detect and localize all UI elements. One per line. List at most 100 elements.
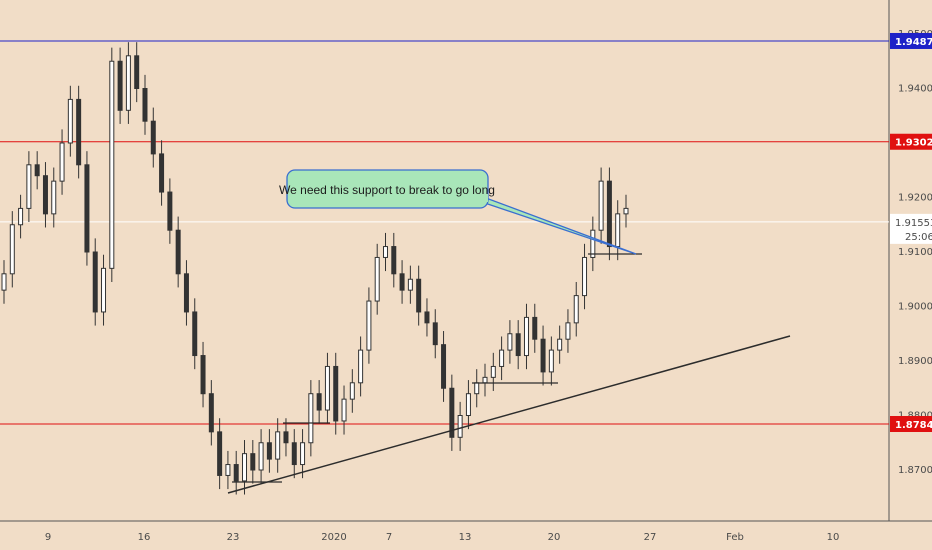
callout[interactable]: We need this support to break to go long bbox=[279, 169, 637, 255]
candle-body bbox=[565, 322, 571, 340]
candle-body bbox=[557, 338, 563, 351]
candle-body bbox=[258, 442, 264, 471]
candle-body bbox=[465, 393, 471, 417]
candle-body bbox=[623, 207, 629, 215]
candle-body bbox=[183, 273, 189, 313]
candle-body bbox=[142, 88, 148, 122]
candle-body bbox=[573, 295, 579, 324]
candle-body bbox=[208, 393, 214, 433]
candle-body bbox=[242, 453, 248, 482]
callout-text: We need this support to break to go long bbox=[279, 183, 495, 197]
time-tick-5: 13 bbox=[459, 532, 472, 543]
price-tag-2 bbox=[890, 416, 932, 433]
candle-body bbox=[18, 207, 24, 226]
candle-body bbox=[499, 349, 505, 367]
candle-body bbox=[358, 349, 364, 384]
candle-body bbox=[101, 267, 107, 313]
candle-body bbox=[316, 393, 322, 411]
candle-body bbox=[540, 338, 546, 373]
time-tick-4: 7 bbox=[386, 532, 392, 543]
price-tick-0: 1.87000 bbox=[898, 465, 932, 476]
time-tick-0: 9 bbox=[45, 532, 51, 543]
candle-body bbox=[59, 142, 65, 182]
candle-body bbox=[324, 365, 330, 411]
time-tick-6: 20 bbox=[548, 532, 561, 543]
callout-pointer-join bbox=[468, 194, 488, 202]
candle-body bbox=[382, 246, 388, 258]
price-tag-label-0: 1.94872 bbox=[895, 37, 932, 48]
candle-body bbox=[449, 387, 455, 438]
price-tick-6: 1.94000 bbox=[898, 84, 932, 95]
candle-body bbox=[192, 311, 198, 357]
candle-body bbox=[598, 180, 604, 231]
candle-body bbox=[26, 164, 32, 209]
time-tick-7: 27 bbox=[644, 532, 657, 543]
candle-body bbox=[117, 60, 123, 111]
candle-body bbox=[441, 344, 447, 389]
candle-body bbox=[374, 256, 380, 302]
bar-countdown-label: 25:06 bbox=[905, 232, 932, 243]
candle-body bbox=[399, 273, 405, 291]
price-tick-2: 1.89000 bbox=[898, 356, 932, 367]
price-tag-label-2: 1.87844 bbox=[895, 420, 932, 431]
candle-body bbox=[291, 442, 297, 466]
current-price-tag bbox=[890, 213, 932, 244]
candle-body bbox=[507, 333, 513, 351]
candle-body bbox=[34, 164, 40, 177]
candle-body bbox=[490, 365, 496, 378]
candle-body bbox=[424, 311, 430, 324]
price-tag-0 bbox=[890, 32, 932, 49]
candle-body bbox=[84, 164, 90, 253]
horizontal-levels bbox=[0, 40, 889, 425]
candle-body bbox=[391, 246, 397, 275]
candle-body bbox=[9, 224, 15, 275]
candle-body bbox=[515, 333, 521, 357]
candle-body bbox=[341, 398, 347, 422]
candle-body bbox=[432, 322, 438, 346]
price-tags: 1.94872 1.93023 1.87844 1.91553 25:06 bbox=[890, 32, 932, 433]
candle-body bbox=[125, 55, 131, 111]
time-tick-8: Feb bbox=[726, 532, 744, 543]
time-tick-2: 23 bbox=[227, 532, 240, 543]
callout-box[interactable] bbox=[286, 169, 489, 209]
candle-body bbox=[76, 98, 82, 166]
price-tick-4: 1.91000 bbox=[898, 247, 932, 258]
price-tick-3: 1.90000 bbox=[898, 302, 932, 313]
time-tick-3: 2020 bbox=[321, 532, 346, 543]
candle-body bbox=[590, 229, 596, 258]
candle-body bbox=[615, 213, 621, 248]
candle-body bbox=[548, 349, 554, 373]
time-tick-1: 16 bbox=[138, 532, 151, 543]
support-trendline-drawing[interactable] bbox=[227, 253, 791, 494]
candle-body bbox=[175, 229, 181, 275]
candle-body bbox=[92, 251, 98, 313]
candle-body bbox=[250, 453, 256, 471]
candle-body bbox=[217, 431, 223, 476]
candle-body bbox=[333, 365, 339, 422]
candle-body bbox=[482, 376, 488, 384]
time-tick-9: 10 bbox=[827, 532, 840, 543]
candle-body bbox=[523, 316, 529, 357]
candlestick-series bbox=[1, 42, 629, 495]
time-axis[interactable]: 9 16 23 2020 7 13 20 27 Feb 10 bbox=[45, 532, 840, 543]
price-tick-1: 1.88000 bbox=[898, 411, 932, 422]
ascending-trendline[interactable] bbox=[227, 335, 791, 494]
candle-body bbox=[349, 382, 355, 400]
candle-body bbox=[407, 278, 413, 291]
candle-body bbox=[474, 382, 480, 395]
candle-body bbox=[225, 464, 231, 476]
candle-body bbox=[109, 60, 115, 269]
candle-body bbox=[366, 300, 372, 351]
candle-body bbox=[275, 431, 281, 460]
candle-body bbox=[532, 316, 538, 340]
candle-body bbox=[457, 415, 463, 438]
candle-body bbox=[233, 464, 239, 482]
candle-body bbox=[582, 256, 588, 297]
candle-body bbox=[150, 120, 156, 155]
candle-body bbox=[1, 273, 7, 291]
candle-body bbox=[51, 180, 57, 215]
candle-body bbox=[67, 98, 73, 144]
candle-body bbox=[167, 191, 173, 231]
